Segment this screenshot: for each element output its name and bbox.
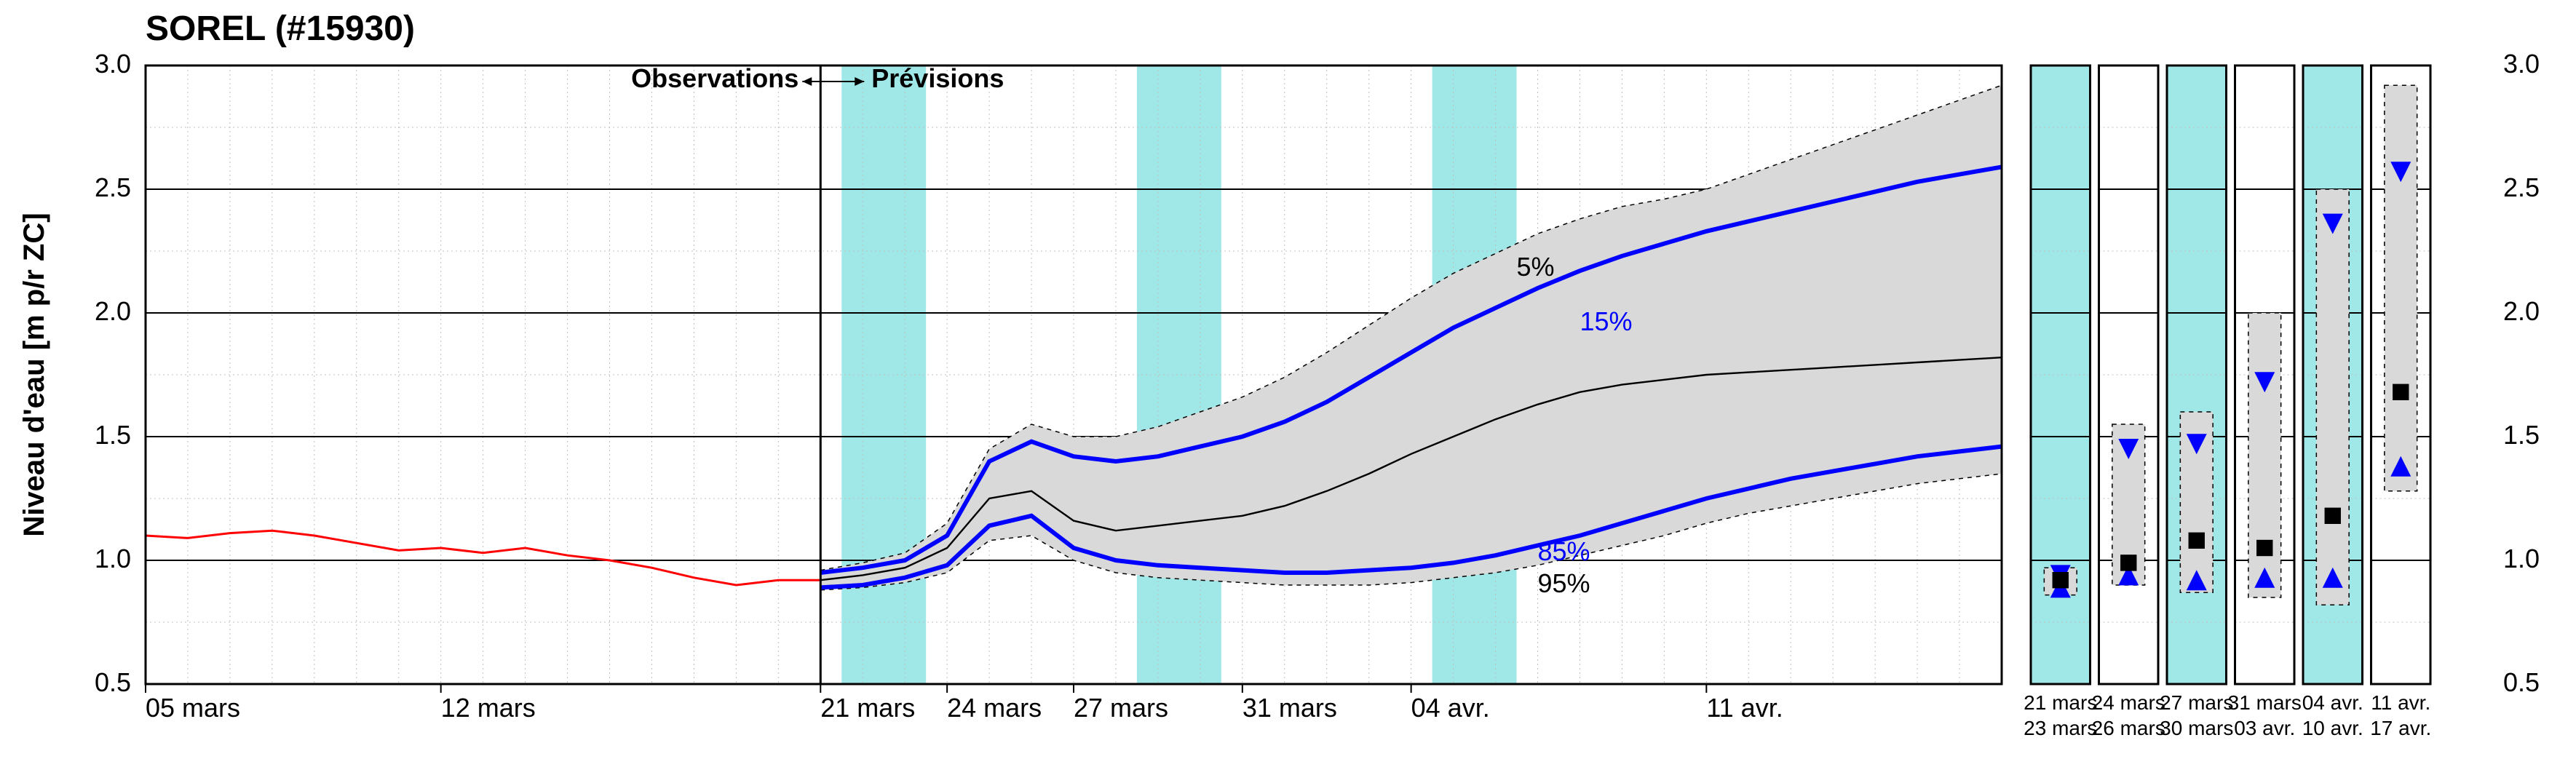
chart-title: SOREL (#15930) bbox=[146, 9, 415, 48]
marker-median bbox=[2325, 508, 2341, 524]
percentile-label: 5% bbox=[1517, 252, 1555, 282]
x-tick-label: 12 mars bbox=[441, 693, 536, 723]
panel-label-top: 31 mars bbox=[2228, 691, 2302, 714]
marker-median bbox=[2189, 533, 2205, 549]
observations-label: Observations bbox=[631, 63, 798, 93]
y-tick-label: 2.0 bbox=[95, 296, 131, 326]
marker-median bbox=[2256, 540, 2272, 556]
x-tick-label: 05 mars bbox=[146, 693, 240, 723]
panel-label-bottom: 30 mars bbox=[2160, 717, 2233, 739]
panel-label-top: 24 mars bbox=[2092, 691, 2165, 714]
panel-label-bottom: 10 avr. bbox=[2302, 717, 2363, 739]
y-tick-label-right: 1.0 bbox=[2503, 544, 2540, 573]
panel-label-top: 27 mars bbox=[2160, 691, 2233, 714]
y-tick-label-right: 3.0 bbox=[2503, 49, 2540, 79]
marker-median bbox=[2053, 572, 2069, 588]
x-tick-label: 31 mars bbox=[1243, 693, 1337, 723]
y-tick-label: 1.0 bbox=[95, 544, 131, 573]
marker-median bbox=[2120, 555, 2136, 571]
panel-label-bottom: 17 avr. bbox=[2370, 717, 2431, 739]
y-tick-label: 1.5 bbox=[95, 420, 131, 450]
x-tick-label: 27 mars bbox=[1074, 693, 1168, 723]
y-tick-label: 0.5 bbox=[95, 667, 131, 697]
y-tick-label-right: 2.0 bbox=[2503, 296, 2540, 326]
weekend-band bbox=[1137, 65, 1221, 684]
panel-label-bottom: 23 mars bbox=[2024, 717, 2097, 739]
previsions-label: Prévisions bbox=[871, 63, 1004, 93]
percentile-label: 95% bbox=[1538, 568, 1590, 598]
percentile-label: 15% bbox=[1580, 306, 1632, 336]
y-tick-label-right: 0.5 bbox=[2503, 667, 2540, 697]
panel-label-top: 11 avr. bbox=[2371, 691, 2430, 714]
x-tick-label: 24 mars bbox=[947, 693, 1042, 723]
x-tick-label: 21 mars bbox=[820, 693, 915, 723]
y-axis-label: Niveau d'eau [m p/r ZC] bbox=[18, 212, 50, 536]
panel-label-bottom: 03 avr. bbox=[2234, 717, 2295, 739]
panel-envelope bbox=[2385, 85, 2417, 491]
panel-label-bottom: 26 mars bbox=[2092, 717, 2165, 739]
marker-median bbox=[2393, 384, 2409, 400]
y-tick-label-right: 2.5 bbox=[2503, 172, 2540, 202]
y-tick-label-right: 1.5 bbox=[2503, 420, 2540, 450]
y-tick-label: 3.0 bbox=[95, 49, 131, 79]
x-tick-label: 04 avr. bbox=[1411, 693, 1490, 723]
panel-label-top: 04 avr. bbox=[2302, 691, 2363, 714]
water-level-forecast-chart: SOREL (#15930) Niveau d'eau [m p/r ZC] 5% 1… bbox=[0, 0, 2576, 767]
panel-envelope bbox=[2316, 189, 2349, 605]
y-tick-label: 2.5 bbox=[95, 172, 131, 202]
x-tick-label: 11 avr. bbox=[1706, 693, 1783, 723]
panel-label-top: 21 mars bbox=[2024, 691, 2097, 714]
percentile-label: 85% bbox=[1538, 536, 1590, 566]
